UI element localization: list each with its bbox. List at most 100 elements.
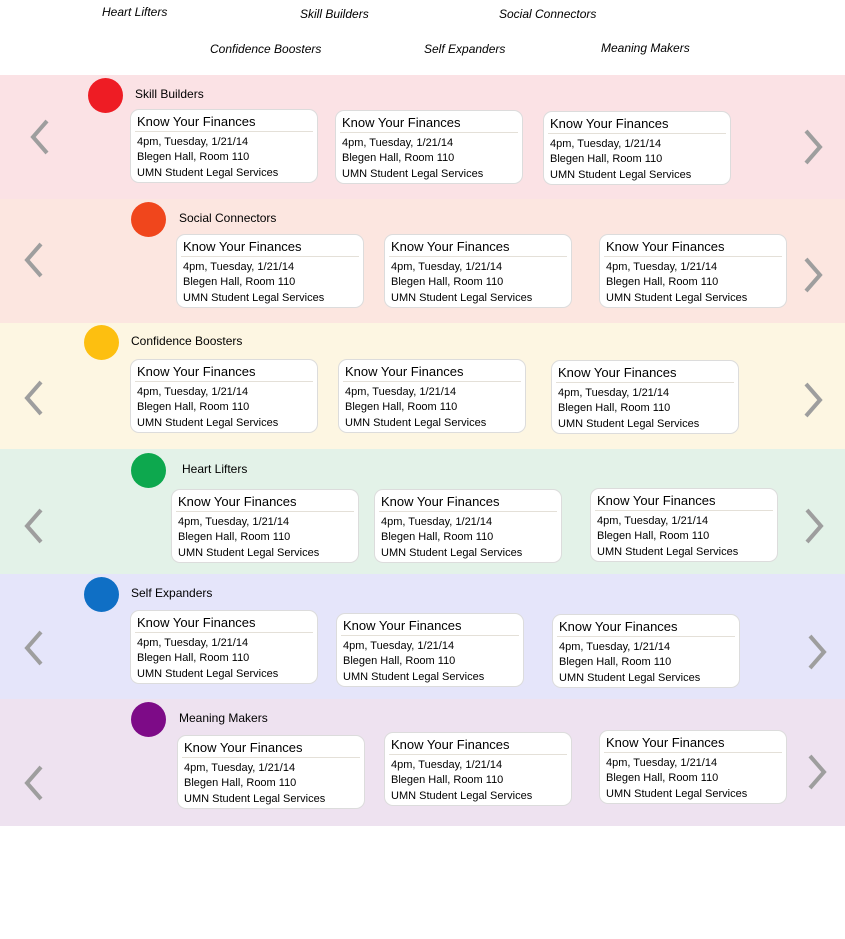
event-card[interactable]: Know Your Finances 4pm, Tuesday, 1/21/14… — [130, 359, 318, 433]
event-card[interactable]: Know Your Finances 4pm, Tuesday, 1/21/14… — [374, 489, 562, 563]
nav-link-confidence-boosters[interactable]: Confidence Boosters — [210, 42, 322, 56]
event-time: 4pm, Tuesday, 1/21/14 — [342, 137, 454, 149]
event-location: Blegen Hall, Room 110 — [183, 276, 296, 288]
event-time: 4pm, Tuesday, 1/21/14 — [391, 261, 503, 273]
event-time: 4pm, Tuesday, 1/21/14 — [184, 762, 296, 774]
event-title: Know Your Finances — [343, 618, 462, 633]
event-time: 4pm, Tuesday, 1/21/14 — [597, 515, 709, 527]
card-divider — [548, 133, 726, 134]
event-title: Know Your Finances — [178, 494, 297, 509]
card-divider — [389, 256, 567, 257]
category-label: Social Connectors — [179, 211, 277, 225]
event-location: Blegen Hall, Room 110 — [137, 401, 250, 413]
chevron-right-icon — [799, 127, 825, 167]
event-card[interactable]: Know Your Finances 4pm, Tuesday, 1/21/14… — [130, 610, 318, 684]
event-card[interactable]: Know Your Finances 4pm, Tuesday, 1/21/14… — [590, 488, 778, 562]
category-dot-purple — [131, 702, 166, 737]
event-card[interactable]: Know Your Finances 4pm, Tuesday, 1/21/14… — [384, 732, 572, 806]
category-label: Self Expanders — [131, 586, 213, 600]
next-arrow[interactable] — [803, 752, 829, 792]
prev-arrow[interactable] — [28, 117, 54, 157]
next-arrow[interactable] — [799, 255, 825, 295]
next-arrow[interactable] — [799, 127, 825, 167]
event-title: Know Your Finances — [137, 364, 256, 379]
card-divider — [135, 632, 313, 633]
category-label: Meaning Makers — [179, 711, 268, 725]
event-time: 4pm, Tuesday, 1/21/14 — [343, 640, 455, 652]
event-location: Blegen Hall, Room 110 — [345, 401, 458, 413]
card-divider — [341, 635, 519, 636]
nav-link-meaning-makers[interactable]: Meaning Makers — [601, 41, 690, 55]
event-location: Blegen Hall, Room 110 — [137, 151, 250, 163]
event-time: 4pm, Tuesday, 1/21/14 — [606, 261, 718, 273]
event-time: 4pm, Tuesday, 1/21/14 — [183, 261, 295, 273]
prev-arrow[interactable] — [22, 506, 48, 546]
event-card[interactable]: Know Your Finances 4pm, Tuesday, 1/21/14… — [336, 613, 524, 687]
event-time: 4pm, Tuesday, 1/21/14 — [550, 138, 662, 150]
event-title: Know Your Finances — [550, 116, 669, 131]
event-card[interactable]: Know Your Finances 4pm, Tuesday, 1/21/14… — [171, 489, 359, 563]
event-time: 4pm, Tuesday, 1/21/14 — [178, 516, 290, 528]
card-divider — [556, 382, 734, 383]
prev-arrow[interactable] — [22, 763, 48, 803]
chevron-left-icon — [22, 763, 48, 803]
category-dot-orange — [131, 202, 166, 237]
event-host: UMN Student Legal Services — [137, 167, 279, 179]
category-label: Heart Lifters — [182, 462, 248, 476]
event-host: UMN Student Legal Services — [606, 788, 748, 800]
card-divider — [340, 132, 518, 133]
event-location: Blegen Hall, Room 110 — [558, 402, 671, 414]
prev-arrow[interactable] — [22, 628, 48, 668]
event-location: Blegen Hall, Room 110 — [343, 655, 456, 667]
category-row-social-connectors: Social Connectors Know Your Finances 4pm… — [0, 199, 845, 323]
event-card[interactable]: Know Your Finances 4pm, Tuesday, 1/21/14… — [543, 111, 731, 185]
card-divider — [343, 381, 521, 382]
event-title: Know Your Finances — [183, 239, 302, 254]
category-row-heart-lifters: Heart Lifters Know Your Finances 4pm, Tu… — [0, 449, 845, 574]
event-host: UMN Student Legal Services — [597, 546, 739, 558]
category-row-meaning-makers: Meaning Makers Know Your Finances 4pm, T… — [0, 699, 845, 826]
event-card[interactable]: Know Your Finances 4pm, Tuesday, 1/21/14… — [176, 234, 364, 308]
nav-link-social-connectors[interactable]: Social Connectors — [499, 7, 597, 21]
next-arrow[interactable] — [800, 506, 826, 546]
event-card[interactable]: Know Your Finances 4pm, Tuesday, 1/21/14… — [599, 234, 787, 308]
event-card[interactable]: Know Your Finances 4pm, Tuesday, 1/21/14… — [599, 730, 787, 804]
card-divider — [176, 511, 354, 512]
prev-arrow[interactable] — [22, 240, 48, 280]
event-host: UMN Student Legal Services — [391, 292, 533, 304]
nav-link-self-expanders[interactable]: Self Expanders — [424, 42, 506, 56]
event-host: UMN Student Legal Services — [606, 292, 748, 304]
event-host: UMN Student Legal Services — [137, 417, 279, 429]
card-divider — [604, 752, 782, 753]
event-location: Blegen Hall, Room 110 — [178, 531, 291, 543]
event-location: Blegen Hall, Room 110 — [137, 652, 250, 664]
event-time: 4pm, Tuesday, 1/21/14 — [558, 387, 670, 399]
event-host: UMN Student Legal Services — [550, 169, 692, 181]
event-card[interactable]: Know Your Finances 4pm, Tuesday, 1/21/14… — [384, 234, 572, 308]
event-card[interactable]: Know Your Finances 4pm, Tuesday, 1/21/14… — [177, 735, 365, 809]
event-location: Blegen Hall, Room 110 — [606, 772, 719, 784]
category-row-skill-builders: Skill Builders Know Your Finances 4pm, T… — [0, 75, 845, 199]
next-arrow[interactable] — [799, 380, 825, 420]
event-title: Know Your Finances — [559, 619, 678, 634]
event-title: Know Your Finances — [558, 365, 677, 380]
nav-link-skill-builders[interactable]: Skill Builders — [300, 7, 369, 21]
category-label: Confidence Boosters — [131, 334, 243, 348]
next-arrow[interactable] — [803, 632, 829, 672]
card-divider — [135, 131, 313, 132]
event-card[interactable]: Know Your Finances 4pm, Tuesday, 1/21/14… — [551, 360, 739, 434]
nav-link-heart-lifters[interactable]: Heart Lifters — [102, 5, 168, 19]
event-card[interactable]: Know Your Finances 4pm, Tuesday, 1/21/14… — [335, 110, 523, 184]
event-card[interactable]: Know Your Finances 4pm, Tuesday, 1/21/14… — [552, 614, 740, 688]
chevron-right-icon — [803, 752, 829, 792]
card-divider — [604, 256, 782, 257]
event-card[interactable]: Know Your Finances 4pm, Tuesday, 1/21/14… — [130, 109, 318, 183]
chevron-left-icon — [22, 240, 48, 280]
event-card[interactable]: Know Your Finances 4pm, Tuesday, 1/21/14… — [338, 359, 526, 433]
prev-arrow[interactable] — [22, 378, 48, 418]
event-title: Know Your Finances — [391, 737, 510, 752]
event-title: Know Your Finances — [606, 239, 725, 254]
category-row-self-expanders: Self Expanders Know Your Finances 4pm, T… — [0, 574, 845, 699]
chevron-right-icon — [803, 632, 829, 672]
chevron-right-icon — [800, 506, 826, 546]
